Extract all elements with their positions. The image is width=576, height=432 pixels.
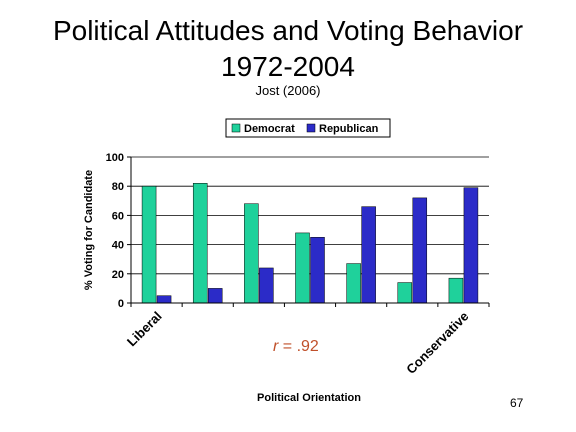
- y-tick-label: 80: [112, 181, 124, 193]
- y-tick-label: 20: [112, 269, 124, 281]
- y-tick-label: 0: [118, 298, 124, 310]
- bar-republican-6: [463, 187, 479, 304]
- bar-republican-3: [310, 237, 325, 304]
- bar-democrat-6: [448, 277, 464, 304]
- bars: [141, 183, 479, 304]
- legend-label-democrat: Democrat: [244, 123, 295, 135]
- x-tick-label-conservative: Conservative: [403, 309, 471, 377]
- bar-democrat-3: [295, 232, 310, 304]
- y-axis-label: % Voting for Candidate: [83, 170, 95, 290]
- bar-republican-5: [412, 197, 428, 304]
- slide-title-line2: 1972-2004: [221, 51, 355, 82]
- y-axis-ticks: 0 20 40 60 80 100: [106, 152, 131, 310]
- bar-democrat-1: [192, 183, 208, 304]
- bar-republican-2: [259, 267, 274, 304]
- bar-republican-4: [361, 206, 376, 304]
- y-tick-label: 100: [106, 152, 124, 164]
- slide-subtitle: Jost (2006): [255, 83, 321, 98]
- bar-democrat-4: [346, 263, 361, 304]
- legend: Democrat Republican: [225, 118, 391, 138]
- x-axis-label: Political Orientation: [257, 392, 361, 404]
- bar-democrat-5: [397, 282, 413, 304]
- legend-swatch-republican: [306, 123, 316, 133]
- bar-democrat-2: [244, 203, 259, 304]
- r-value: = .92: [278, 338, 319, 355]
- slide-title-line1: Political Attitudes and Voting Behavior: [52, 15, 524, 46]
- gridlines: [131, 156, 489, 275]
- bar-republican-1: [207, 288, 223, 304]
- x-tick-label-liberal: Liberal: [124, 309, 165, 350]
- bar-republican-0: [156, 295, 172, 304]
- legend-label-republican: Republican: [319, 123, 379, 135]
- y-tick-label: 40: [112, 240, 124, 252]
- r-symbol: r: [273, 338, 279, 355]
- correlation-annotation: r = .92: [273, 338, 319, 355]
- legend-swatch-democrat: [231, 123, 241, 133]
- bar-democrat-0: [141, 185, 157, 304]
- slide-number: 67: [510, 396, 524, 410]
- y-tick-label: 60: [112, 210, 124, 222]
